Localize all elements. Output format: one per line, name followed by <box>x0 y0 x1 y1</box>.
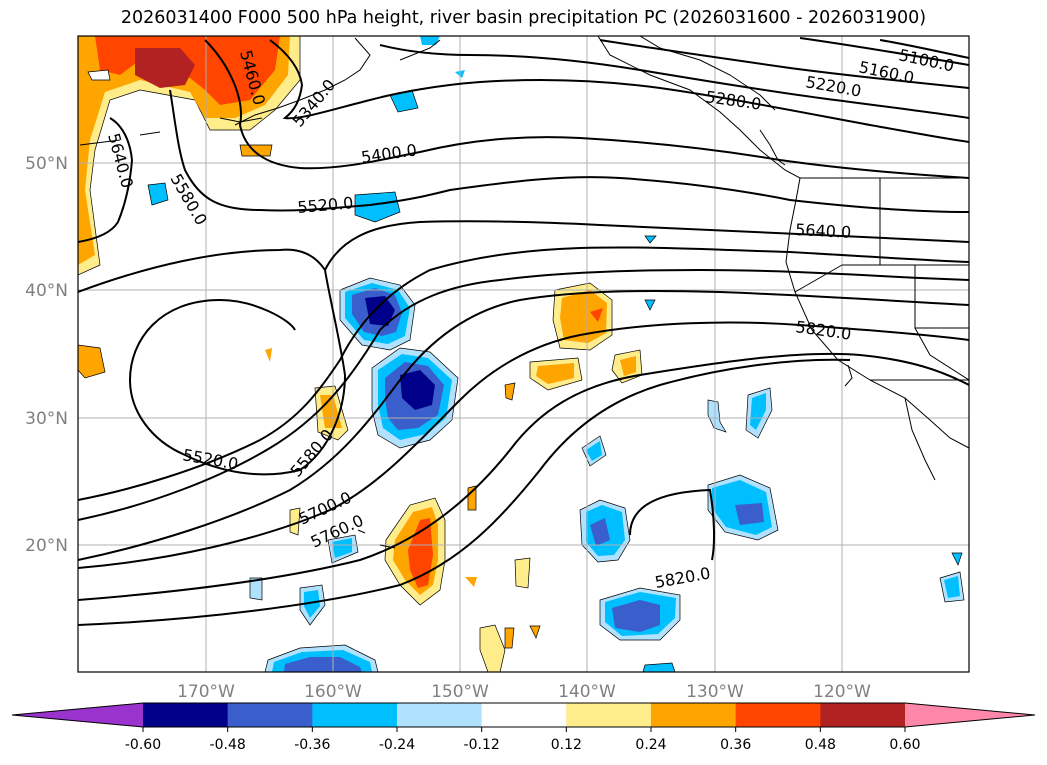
colorbar-segment <box>566 703 652 727</box>
map-frame <box>77 35 970 673</box>
colorbar-segment <box>735 703 821 727</box>
lon-label: 160°W <box>304 682 362 702</box>
height-contours <box>78 37 969 626</box>
colorbar-tick-label: 0.60 <box>889 737 920 753</box>
colorbar-tick-label: 0.12 <box>551 737 582 753</box>
gridlines <box>78 36 969 672</box>
colorbar-extend-low <box>12 703 143 727</box>
contour-label: 5640.0 <box>795 220 852 242</box>
map-plot-area: 5460.0 5340.0 5640.0 5580.0 5400.0 5520.… <box>78 36 969 672</box>
lat-label: 30°N <box>25 409 68 429</box>
lon-label: 130°W <box>686 682 744 702</box>
colorbar-tick-label: 0.48 <box>805 737 836 753</box>
colorbar-tick-label: -0.12 <box>464 737 500 753</box>
colorbar-tick-label: -0.48 <box>210 737 246 753</box>
colorbar-segment <box>312 703 398 727</box>
contour-label: 5520.0 <box>297 193 354 217</box>
colorbar-segment <box>397 703 483 727</box>
colorbar-tick-label: -0.60 <box>125 737 161 753</box>
colorbar-segment <box>481 703 567 727</box>
colorbar: -0.60 -0.48 -0.36 -0.24 -0.12 0.12 0.24 0.36 0.4… <box>11 702 1036 753</box>
colorbar-tick-label: 0.24 <box>635 737 666 753</box>
lon-label: 120°W <box>813 682 871 702</box>
colorbar-extend-high <box>905 703 1035 727</box>
map-title: 2026031400 F000 500 hPa height, river ba… <box>120 8 927 28</box>
latitude-labels: 50°N 40°N 30°N 20°N <box>25 154 68 556</box>
lat-label: 40°N <box>25 281 68 301</box>
colorbar-tick-label: -0.36 <box>294 737 330 753</box>
colorbar-segment <box>143 703 229 727</box>
longitude-labels: 170°W 160°W 150°W 140°W 130°W 120°W <box>177 682 871 702</box>
lon-label: 170°W <box>177 682 235 702</box>
colorbar-tick-label: -0.24 <box>379 737 415 753</box>
lon-label: 140°W <box>558 682 616 702</box>
lat-label: 50°N <box>25 154 68 174</box>
lon-label: 150°W <box>431 682 489 702</box>
colorbar-tick-label: 0.36 <box>720 737 751 753</box>
colorbar-segment <box>651 703 737 727</box>
lat-label: 20°N <box>25 536 68 556</box>
colorbar-segment <box>820 703 906 727</box>
colorbar-segment <box>227 703 313 727</box>
